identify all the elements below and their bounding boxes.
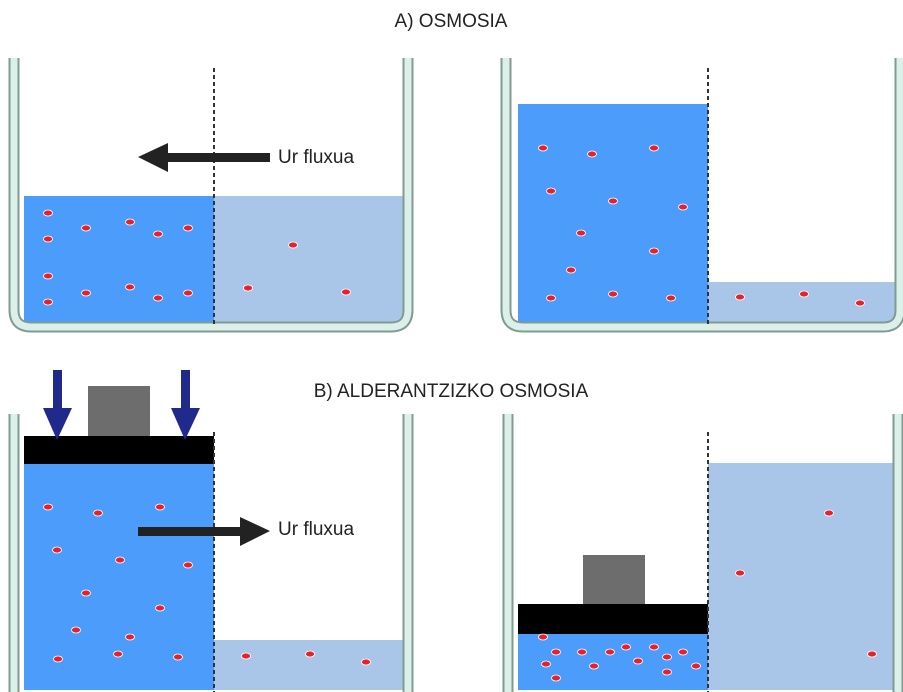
particle [825, 510, 834, 516]
particle [44, 210, 53, 216]
piston [518, 604, 708, 634]
particle [126, 284, 135, 290]
particle [342, 289, 351, 295]
particle [154, 231, 163, 237]
particle [622, 644, 631, 650]
particle [800, 291, 809, 297]
particle [44, 273, 53, 279]
particle [362, 659, 371, 665]
particle [547, 188, 556, 194]
particle [736, 570, 745, 576]
particle [72, 627, 81, 633]
flow-label: Ur fluxua [278, 519, 354, 540]
particle [868, 651, 877, 657]
particle [82, 290, 91, 296]
particle [650, 145, 659, 151]
particle [856, 300, 865, 306]
particle [552, 675, 561, 681]
particle [156, 504, 165, 510]
particle [542, 661, 551, 667]
particle [126, 219, 135, 225]
particle [650, 644, 659, 650]
particle [609, 291, 618, 297]
particle [577, 230, 586, 236]
particle [44, 299, 53, 305]
particle [679, 649, 688, 655]
particle [184, 225, 193, 231]
particle [94, 510, 103, 516]
concentrated-water [24, 196, 214, 323]
diagram: A) OSMOSIA B) ALDERANTZIZKO OSMOSIA [0, 0, 903, 692]
particle [667, 295, 676, 301]
particle [184, 562, 193, 568]
particle [126, 634, 135, 640]
particle [306, 651, 315, 657]
particle [154, 295, 163, 301]
weight [88, 386, 150, 436]
piston [24, 436, 214, 464]
weight [583, 555, 645, 604]
particle [609, 198, 618, 204]
flow-label: Ur fluxua [278, 147, 354, 168]
particle [663, 669, 672, 675]
particle [588, 151, 597, 157]
particle [242, 653, 251, 659]
particle [736, 294, 745, 300]
particle [650, 248, 659, 254]
particle [114, 651, 123, 657]
particle [578, 649, 587, 655]
particle [82, 225, 91, 231]
section-title: A) OSMOSIA [395, 11, 508, 32]
section-title: B) ALDERANTZIZKO OSMOSIA [314, 381, 589, 402]
particle [174, 654, 183, 660]
particle [44, 504, 53, 510]
particle [539, 145, 548, 151]
particle [547, 295, 556, 301]
particle [184, 290, 193, 296]
particle [44, 236, 53, 242]
particle [567, 267, 576, 273]
particle [663, 654, 672, 660]
particle [634, 658, 643, 664]
dilute-water [214, 640, 404, 690]
particle [54, 656, 63, 662]
particle [53, 547, 62, 553]
concentrated-water [518, 104, 708, 323]
particle [552, 649, 561, 655]
particle [289, 242, 298, 248]
particle [692, 663, 701, 669]
particle [156, 605, 165, 611]
dilute-water [214, 196, 404, 323]
particle [539, 634, 548, 640]
particle [679, 204, 688, 210]
particle [590, 663, 599, 669]
dilute-water [708, 282, 898, 323]
particle [82, 590, 91, 596]
particle [244, 285, 253, 291]
particle [116, 557, 125, 563]
particle [606, 649, 615, 655]
